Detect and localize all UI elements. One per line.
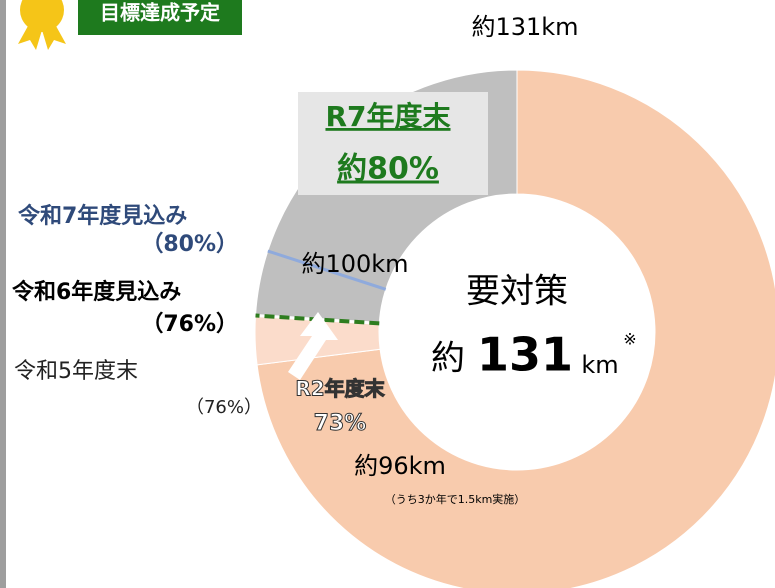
badge-label: 目標達成予定 (100, 1, 220, 25)
ribbon-icon (20, 0, 64, 32)
peach-pct: 73% (314, 411, 367, 436)
center-value: 131 (477, 328, 573, 382)
marker-line (267, 249, 387, 291)
marker-value-label: （76%） (141, 312, 238, 337)
marker-value-label: （80%） (141, 232, 238, 257)
marker-label: 令和6年度見込み (12, 279, 181, 305)
ribbon-tail (18, 26, 42, 50)
ribbon-tail (42, 26, 66, 50)
center-note: ※ (623, 330, 636, 349)
center-title: 要対策 (466, 272, 568, 312)
center-prefix: 約 (431, 339, 465, 379)
total-label: 約131km (471, 13, 578, 41)
donut-segment (256, 69, 775, 588)
center-unit: km (581, 351, 618, 379)
r7-value: 約80% (337, 152, 439, 187)
badge (78, 0, 242, 35)
r7-title: R7年度末 (325, 100, 450, 133)
peach-title: R2年度末 (295, 377, 385, 401)
marker-value-label: （76%） (186, 397, 262, 418)
gray-km: 約100km (301, 250, 408, 278)
marker-label: 令和5年度末 (14, 359, 138, 384)
marker-label: 令和7年度見込み (18, 203, 187, 229)
peach-km: 約96km (354, 452, 446, 480)
arrow (288, 312, 338, 380)
left-border (0, 0, 6, 588)
peach-note: （うち3か年で1.5km実施） (385, 492, 526, 506)
r7-box (298, 92, 488, 195)
